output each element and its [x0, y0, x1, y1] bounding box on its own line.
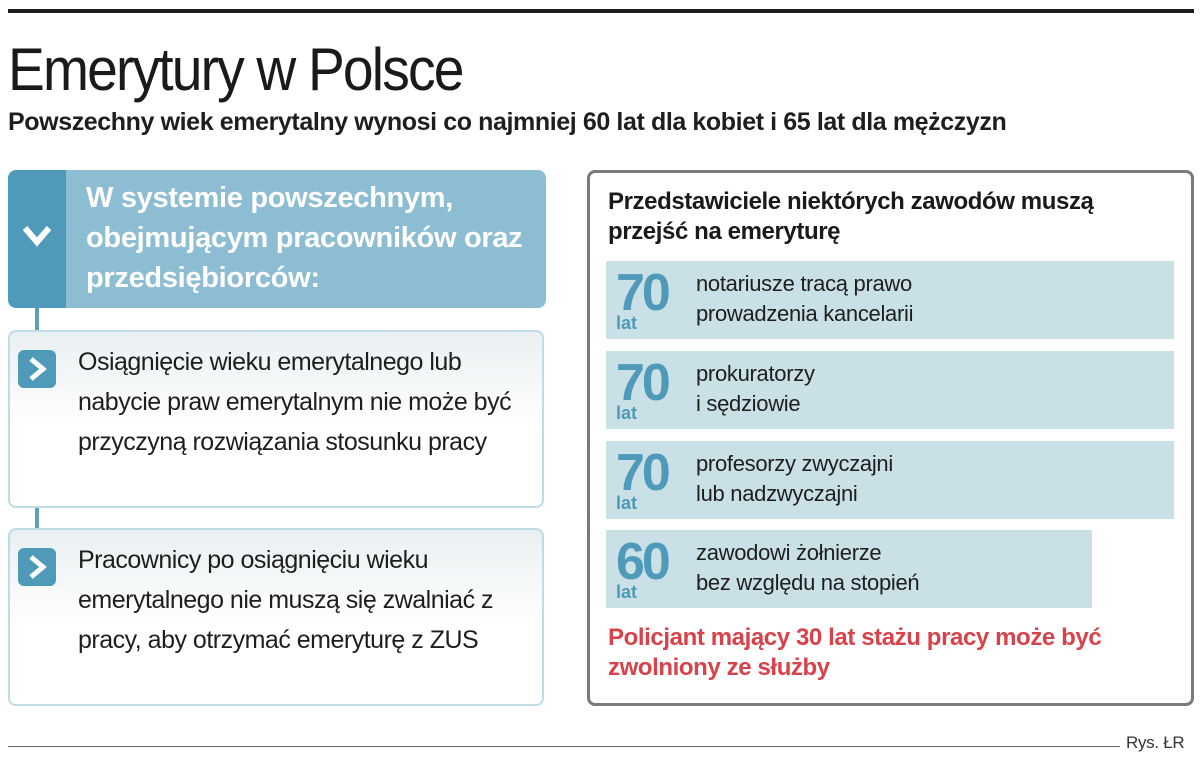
- left-heading: W systemie powszechnym, obejmującym prac…: [86, 182, 523, 294]
- profession-row: 70 lat prokuratorzy i sędziowie: [606, 351, 1174, 429]
- description-line: profesorzy zwyczajni: [696, 451, 893, 476]
- profession-description: prokuratorzy i sędziowie: [696, 359, 815, 419]
- description-line: lub nadzwyczajni: [696, 481, 858, 506]
- profession-description: zawodowi żołnierze bez względu na stopie…: [696, 538, 920, 598]
- description-line: prowadzenia kancelarii: [696, 301, 914, 326]
- age-value: 70: [616, 264, 671, 322]
- professions-panel: Przedstawiciele niektórych zawodów muszą…: [587, 170, 1194, 706]
- description-line: notariusze tracą prawo: [696, 271, 912, 296]
- chevron-right-icon: [29, 357, 47, 381]
- description-line: bez względu na stopień: [696, 570, 920, 595]
- arrow-box: [18, 548, 56, 586]
- info-card: Pracownicy po osiągnięciu wieku emerytal…: [8, 528, 544, 706]
- police-note: Policjant mający 30 lat stażu pracy może…: [608, 624, 1102, 681]
- age-unit: lat: [616, 403, 638, 423]
- page-title: Emerytury w Polsce: [8, 36, 464, 103]
- profession-description: profesorzy zwyczajni lub nadzwyczajni: [696, 449, 893, 509]
- connector-line: [35, 508, 39, 530]
- age-value: 70: [616, 354, 671, 412]
- credit: Rys. ŁR: [1126, 733, 1185, 752]
- age-unit: lat: [616, 493, 638, 513]
- description-line: i sędziowie: [696, 391, 801, 416]
- profession-row: 70 lat notariusze tracą prawo prowadzeni…: [606, 261, 1174, 339]
- description-line: prokuratorzy: [696, 361, 815, 386]
- info-card: Osiągnięcie wieku emerytalnego lub nabyc…: [8, 330, 544, 508]
- bottom-rule: [8, 746, 1120, 747]
- age-unit: lat: [616, 313, 638, 333]
- description-line: zawodowi żołnierze: [696, 540, 882, 565]
- panel-title: Przedstawiciele niektórych zawodów muszą…: [608, 188, 1094, 245]
- arrow-box: [18, 350, 56, 388]
- chevron-down-icon: [22, 226, 52, 247]
- profession-row: 60 lat zawodowi żołnierze bez względu na…: [606, 530, 1092, 608]
- chevron-right-icon: [29, 555, 47, 579]
- age-unit: lat: [616, 582, 638, 602]
- profession-description: notariusze tracą prawo prowadzenia kance…: [696, 269, 914, 329]
- left-heading-box: W systemie powszechnym, obejmującym prac…: [8, 170, 546, 308]
- page-subtitle: Powszechny wiek emerytalny wynosi co naj…: [8, 108, 1007, 136]
- profession-row: 70 lat profesorzy zwyczajni lub nadzwycz…: [606, 441, 1174, 519]
- age-value: 60: [616, 533, 671, 591]
- card-text: Osiągnięcie wieku emerytalnego lub nabyc…: [78, 348, 512, 456]
- age-value: 70: [616, 444, 671, 502]
- top-rule: [8, 9, 1194, 13]
- connector-line: [35, 308, 39, 332]
- card-text: Pracownicy po osiągnięciu wieku emerytal…: [78, 546, 494, 654]
